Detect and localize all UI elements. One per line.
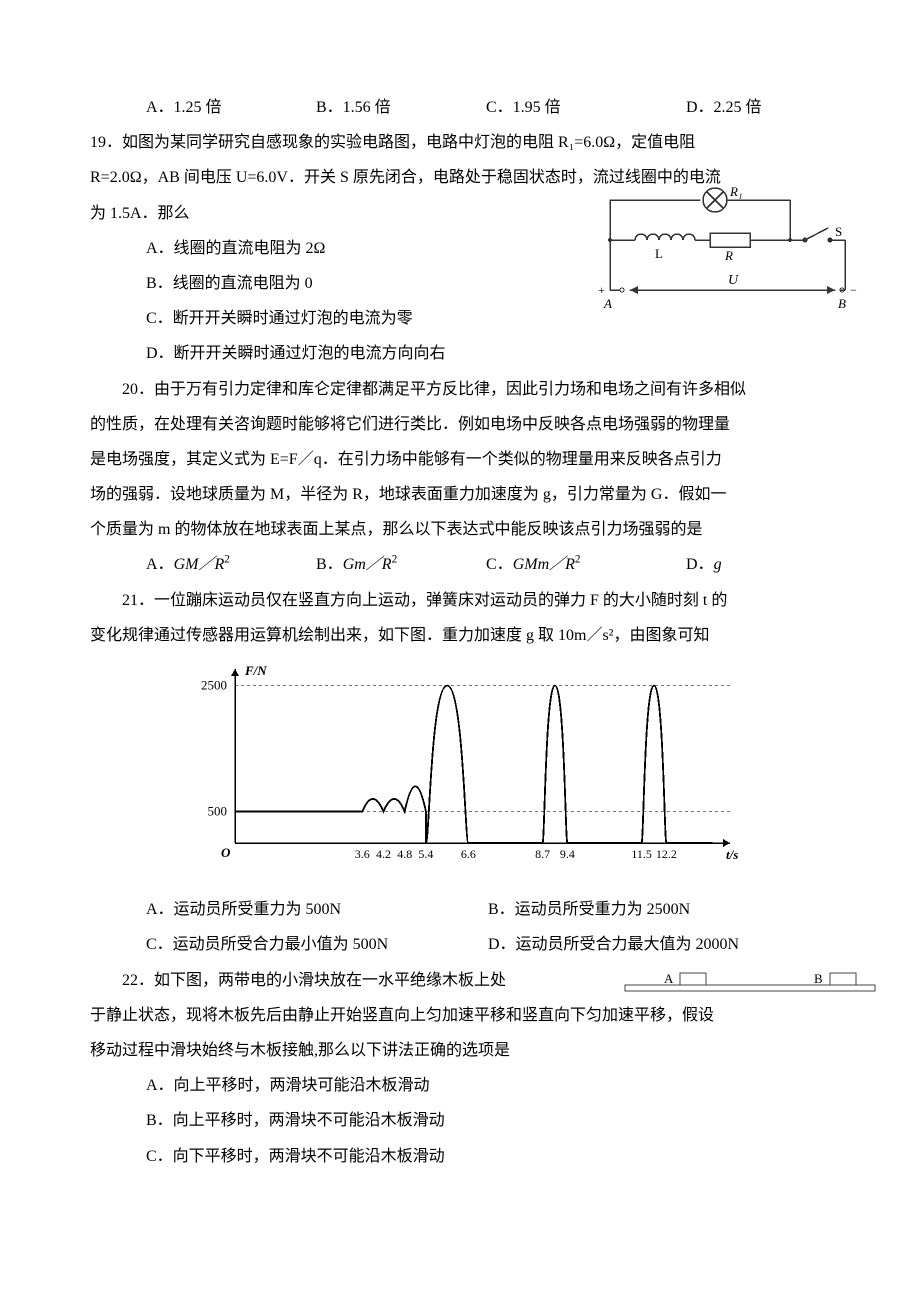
- q22-opt-c: C．向下平移时，两滑块不可能沿木板滑动: [146, 1139, 830, 1174]
- q20: 20．由于万有引力定律和库仑定律都满足平方反比律，因此引力场和电场之间有许多相似…: [90, 372, 830, 583]
- svg-text:8.7: 8.7: [535, 847, 550, 861]
- q20-l3: 是电场强度，其定义式为 E=F／q．在引力场中能够有一个类似的物理量用来反映各点…: [90, 442, 830, 477]
- q20-l5: 个质量为 m 的物体放在地球表面上某点，那么以下表达式中能反映该点引力场强弱的是: [90, 512, 830, 547]
- q19: 19．如图为某同学研究自感现象的实验电路图，电路中灯泡的电阻 R₁=6.0Ω，定…: [90, 125, 830, 371]
- svg-text:−: −: [850, 283, 857, 297]
- svg-text:B: B: [838, 296, 846, 311]
- svg-text:+: +: [598, 283, 605, 297]
- svg-text:L: L: [655, 246, 663, 261]
- q22-l2: 于静止状态，现将木板先后由静止开始竖直向上匀加速平移和竖直向下匀加速平移，假设: [90, 998, 830, 1033]
- q21-force-time-chart: 500 2500 F/N t/s O 3.6 4.2 4.8 5.4 6.6 8.7 9.4 11.5 1…: [180, 661, 740, 871]
- q22-l3: 移动过程中滑块始终与木板接触,那么以下讲法正确的选项是: [90, 1033, 830, 1068]
- q21: 21．一位蹦床运动员仅在竖直方向上运动，弹簧床对运动员的弹力 F 的大小随时刻 …: [90, 583, 830, 963]
- svg-text:t/s: t/s: [726, 847, 738, 862]
- q21-opt-d: D．运动员所受合力最大值为 2000N: [488, 927, 830, 962]
- q20-l1: 20．由于万有引力定律和库仑定律都满足平方反比律，因此引力场和电场之间有许多相似: [90, 372, 830, 407]
- q20-l2: 的性质，在处理有关咨询题时能够将它们进行类比．例如电场中反映各点电场强弱的物理量: [90, 407, 830, 442]
- svg-text:500: 500: [208, 804, 228, 819]
- svg-text:R: R: [724, 248, 733, 263]
- svg-text:F/N: F/N: [244, 663, 267, 678]
- svg-text:4.8: 4.8: [397, 847, 412, 861]
- svg-text:A: A: [603, 296, 612, 311]
- svg-text:9.4: 9.4: [560, 847, 575, 861]
- svg-text:R₁: R₁: [729, 184, 742, 199]
- svg-text:12.2: 12.2: [656, 847, 677, 861]
- svg-text:4.2: 4.2: [376, 847, 391, 861]
- q20-opt-c: C．GMm／R2: [486, 547, 686, 582]
- q20-opt-d: D．g: [686, 547, 722, 582]
- svg-text:B: B: [814, 971, 823, 986]
- q20-l4: 场的强弱．设地球质量为 M，半径为 R，地球表面重力加速度为 g，引力常量为 G…: [90, 477, 830, 512]
- svg-text:6.6: 6.6: [461, 847, 476, 861]
- q19-stem-l1: 19．如图为某同学研究自感现象的实验电路图，电路中灯泡的电阻 R₁=6.0Ω，定…: [90, 125, 830, 160]
- q18-options: A．1.25 倍 B．1.56 倍 C．1.95 倍 D．2.25 倍: [146, 90, 830, 125]
- svg-text:S: S: [835, 224, 842, 239]
- q21-options: A．运动员所受重力为 500N B．运动员所受重力为 2500N C．运动员所受…: [146, 892, 830, 962]
- q18-opt-d: D．2.25 倍: [686, 90, 762, 125]
- svg-text:5.4: 5.4: [418, 847, 433, 861]
- q22-opt-a: A．向上平移时，两滑块可能沿木板滑动: [146, 1068, 830, 1103]
- q21-l1: 21．一位蹦床运动员仅在竖直方向上运动，弹簧床对运动员的弹力 F 的大小随时刻 …: [90, 583, 830, 618]
- q21-opt-a: A．运动员所受重力为 500N: [146, 892, 488, 927]
- q19-opt-d: D．断开开关瞬时通过灯泡的电流方向向右: [146, 336, 830, 371]
- q22-board-diagram: AB: [620, 967, 880, 997]
- svg-text:U: U: [728, 273, 739, 288]
- q18-opt-c: C．1.95 倍: [486, 90, 686, 125]
- svg-text:11.5: 11.5: [631, 847, 652, 861]
- q20-opt-b: B．Gm／R2: [316, 547, 486, 582]
- q21-opt-c: C．运动员所受合力最小值为 500N: [146, 927, 488, 962]
- q22: 22．如下图，两带电的小滑块放在一水平绝缘木板上处 AB 于静止状态，现将木板先…: [90, 963, 830, 1174]
- q22-opt-b: B．向上平移时，两滑块不可能沿木板滑动: [146, 1103, 830, 1138]
- q18-opt-a: A．1.25 倍: [146, 90, 316, 125]
- svg-text:3.6: 3.6: [355, 847, 370, 861]
- q20-options: A．GM／R2 B．Gm／R2 C．GMm／R2 D．g: [146, 547, 830, 582]
- svg-text:2500: 2500: [201, 678, 227, 693]
- q20-opt-a: A．GM／R2: [146, 547, 316, 582]
- q21-l2: 变化规律通过传感器用运算机绘制出来，如下图．重力加速度 g 取 10m／s²，由…: [90, 618, 830, 653]
- svg-text:A: A: [664, 971, 674, 986]
- q18-opt-b: B．1.56 倍: [316, 90, 486, 125]
- q21-opt-b: B．运动员所受重力为 2500N: [488, 892, 830, 927]
- q19-circuit-diagram: R₁ L R S A+ U B−: [580, 180, 880, 320]
- svg-text:O: O: [221, 845, 231, 860]
